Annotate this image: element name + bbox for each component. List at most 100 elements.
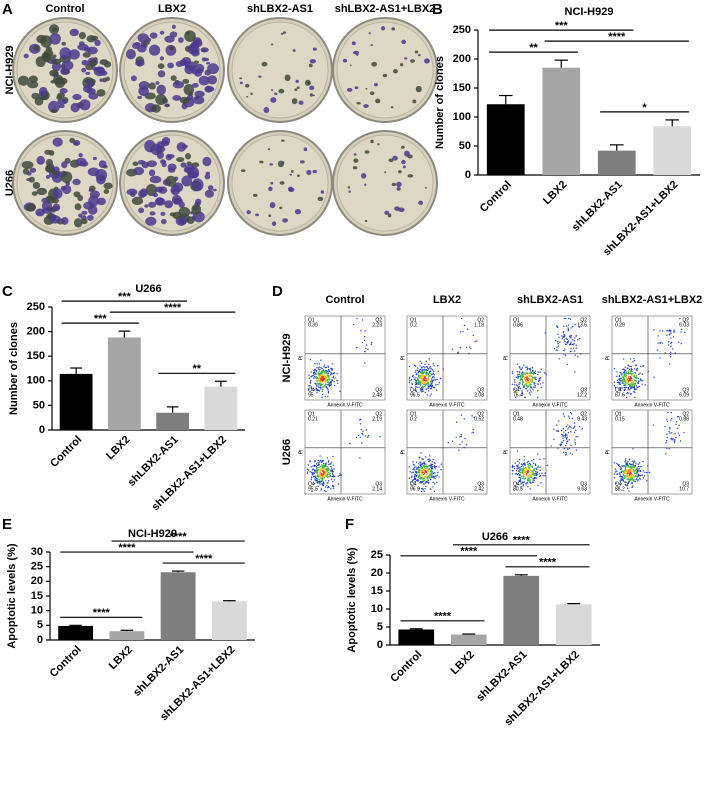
event-dot xyxy=(532,389,534,391)
event-dot xyxy=(613,473,616,475)
colony xyxy=(149,32,158,39)
event-dot xyxy=(523,385,525,387)
event-dot xyxy=(529,471,532,474)
event-dot xyxy=(520,471,522,474)
event-dot xyxy=(325,475,328,477)
event-dot xyxy=(428,473,430,475)
event-dot xyxy=(519,382,521,384)
event-dot xyxy=(627,468,630,471)
error-bar xyxy=(409,628,423,630)
event-dot xyxy=(630,475,633,478)
event-dot xyxy=(322,375,324,378)
colony xyxy=(45,46,53,52)
event-dot xyxy=(629,385,632,388)
event-dot xyxy=(320,378,323,381)
event-dot xyxy=(573,431,576,434)
event-dot xyxy=(320,359,322,361)
event-dot xyxy=(616,379,619,382)
event-dot xyxy=(573,422,576,424)
event-dot xyxy=(431,380,434,382)
event-dot xyxy=(568,344,571,346)
event-dot xyxy=(644,384,647,386)
colony xyxy=(176,156,185,163)
event-dot xyxy=(623,394,625,396)
event-dot xyxy=(466,328,469,331)
event-dot xyxy=(424,468,426,470)
event-dot xyxy=(570,348,572,350)
event-dot xyxy=(327,366,330,368)
colony xyxy=(72,178,81,186)
event-dot xyxy=(615,482,617,485)
colony xyxy=(371,61,377,67)
event-dot xyxy=(563,349,565,352)
colony xyxy=(179,96,190,104)
event-dot xyxy=(419,376,421,379)
event-dot xyxy=(425,481,427,483)
event-dot xyxy=(412,479,414,481)
colony xyxy=(250,92,253,95)
event-dot xyxy=(526,386,529,389)
colony xyxy=(364,219,368,222)
colony xyxy=(245,83,250,88)
plot-frame xyxy=(406,409,488,495)
event-dot xyxy=(640,365,642,368)
colony xyxy=(410,59,415,63)
colony xyxy=(57,92,65,99)
colony xyxy=(348,190,351,193)
event-dot xyxy=(327,371,329,373)
event-dot xyxy=(321,464,323,467)
event-dot xyxy=(653,329,655,331)
event-dot xyxy=(626,462,628,465)
y-tick-label: 200 xyxy=(27,326,45,338)
colony xyxy=(309,93,313,97)
event-dot xyxy=(624,472,626,475)
y-tick-label: 100 xyxy=(27,375,45,387)
event-dot xyxy=(525,484,527,486)
event-dot xyxy=(418,383,421,386)
event-dot xyxy=(629,358,632,360)
event-dot xyxy=(633,359,636,362)
event-dot xyxy=(424,467,426,469)
colony xyxy=(38,87,48,96)
event-dot xyxy=(320,488,323,490)
event-dot xyxy=(555,424,558,426)
colony xyxy=(304,79,311,86)
event-dot xyxy=(537,466,539,469)
event-dot xyxy=(315,376,318,378)
event-dot xyxy=(332,485,335,488)
event-dot xyxy=(433,376,435,379)
event-dot xyxy=(527,463,529,465)
event-dot xyxy=(416,386,418,388)
colony xyxy=(369,91,375,95)
event-dot xyxy=(535,467,537,469)
event-dot xyxy=(327,480,330,482)
colony xyxy=(131,196,144,206)
event-dot xyxy=(627,364,630,367)
event-dot xyxy=(637,468,639,471)
quadrant-value: 87.6 xyxy=(615,392,625,398)
colony xyxy=(69,28,79,37)
colony xyxy=(290,169,294,173)
quadrant-name: Q3 xyxy=(375,481,382,487)
event-dot xyxy=(325,464,327,466)
event-dot xyxy=(624,384,626,387)
event-dot xyxy=(516,385,519,387)
event-dot xyxy=(327,467,329,469)
event-dot xyxy=(627,466,630,468)
event-dot xyxy=(641,474,643,476)
colony xyxy=(171,24,176,30)
axis-label: Annexin V-FITC xyxy=(327,496,363,502)
colony xyxy=(103,182,113,190)
event-dot xyxy=(431,476,434,479)
event-dot xyxy=(526,471,528,473)
event-dot xyxy=(637,479,639,481)
event-dot xyxy=(533,477,535,480)
error-bar xyxy=(609,144,624,151)
event-dot xyxy=(361,341,364,344)
event-dot xyxy=(428,458,430,460)
event-dot xyxy=(409,376,411,378)
event-dot xyxy=(632,382,634,384)
event-dot xyxy=(425,456,427,458)
event-dot xyxy=(521,482,523,484)
event-dot xyxy=(520,477,522,480)
